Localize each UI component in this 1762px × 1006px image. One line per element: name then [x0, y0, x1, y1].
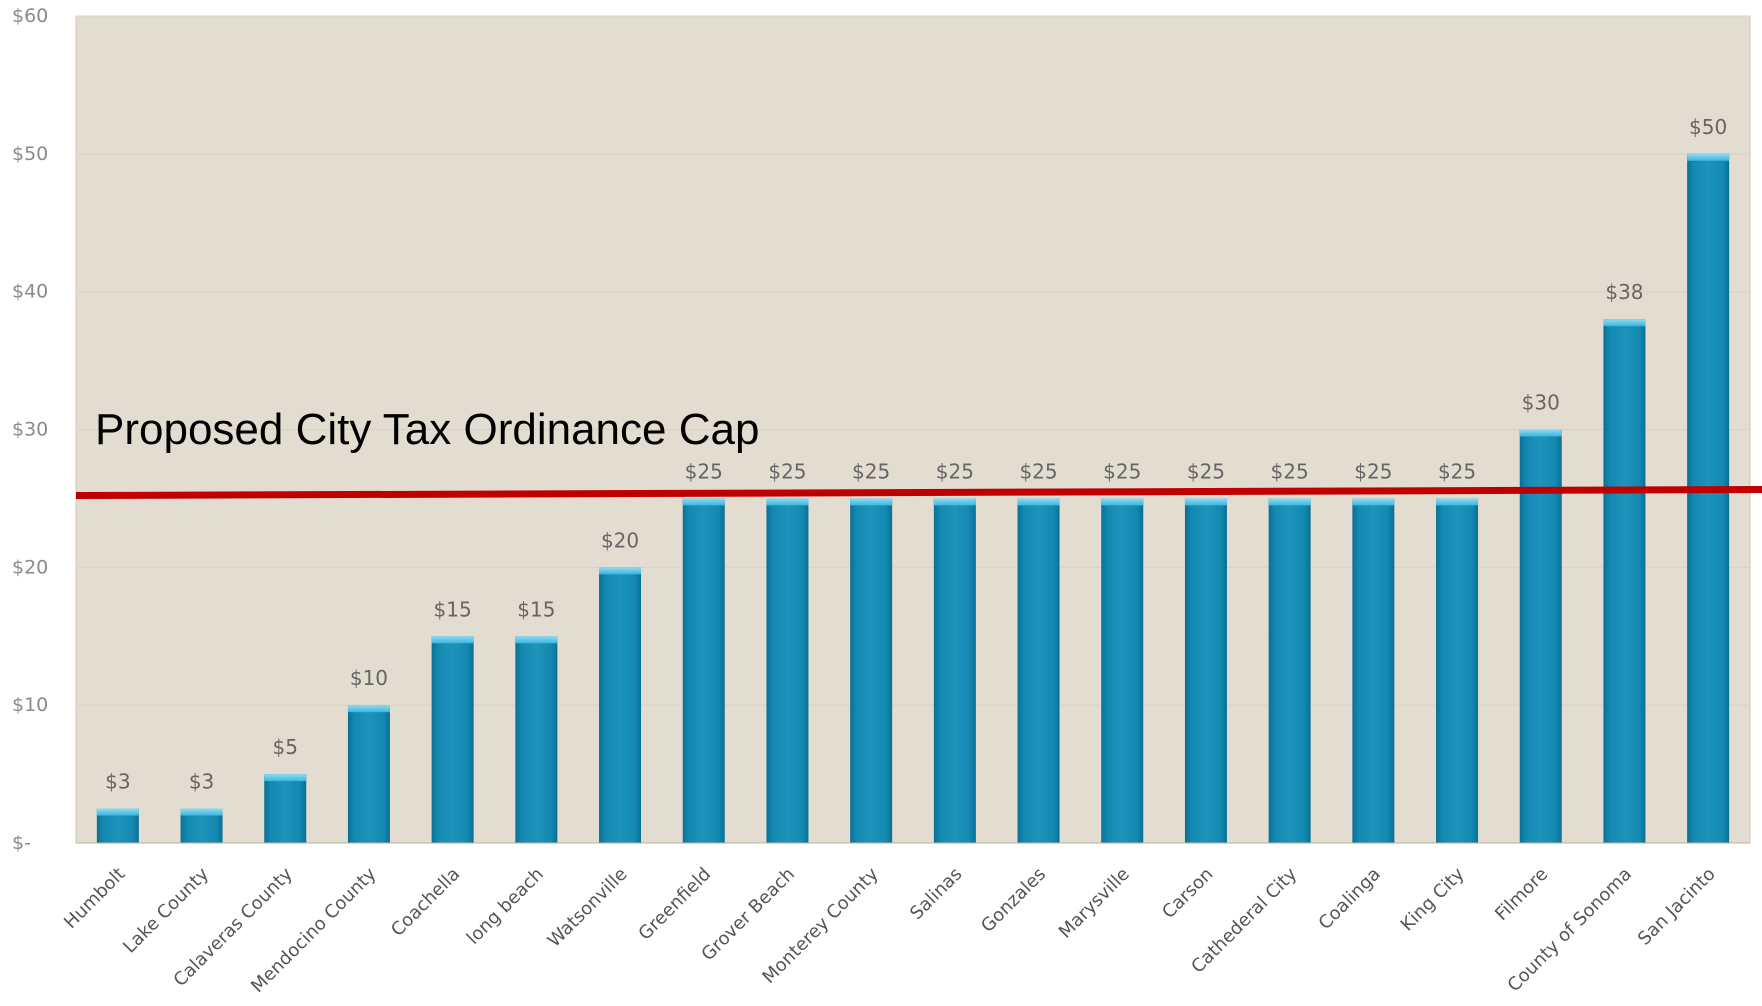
- bar-top: [1603, 319, 1646, 327]
- data-label: $5: [273, 735, 298, 759]
- data-labels: $3 $3 $5 $10 $15 $15 $20 $25 $25 $25 $25 $25 $25 $25 $…: [105, 115, 1727, 794]
- data-label: $25: [1271, 459, 1309, 483]
- bar-top: [1687, 153, 1730, 161]
- bar: [431, 636, 474, 843]
- bar: [933, 498, 976, 843]
- y-tick-label: $50: [12, 143, 48, 165]
- data-label: $38: [1605, 280, 1643, 304]
- bar: [1436, 498, 1479, 843]
- x-tick-label: Salinas: [906, 864, 966, 924]
- bar-top: [431, 636, 474, 644]
- data-label: $25: [1438, 459, 1476, 483]
- bar-top: [1184, 498, 1227, 506]
- data-label: $3: [105, 770, 130, 794]
- bar-top: [1101, 498, 1144, 506]
- bar: [850, 498, 893, 843]
- data-label: $25: [1019, 459, 1057, 483]
- bar: [1268, 498, 1311, 843]
- bar: [599, 567, 642, 843]
- data-label: $25: [852, 459, 890, 483]
- x-tick-label: San Jacinto: [1634, 864, 1720, 950]
- bar-top: [933, 498, 976, 506]
- bar: [515, 636, 558, 843]
- x-tick-label: long beach: [463, 864, 548, 949]
- bar: [1519, 429, 1562, 843]
- bar-top: [599, 567, 642, 575]
- bar: [264, 774, 307, 843]
- data-label: $30: [1522, 391, 1560, 415]
- bar-top: [1352, 498, 1395, 506]
- x-tick-label: Gonzales: [977, 864, 1050, 937]
- bar-top: [1436, 498, 1479, 506]
- bar-top: [766, 498, 809, 506]
- data-label: $10: [350, 666, 388, 690]
- y-tick-label: $-: [12, 832, 31, 854]
- bar: [1184, 498, 1227, 843]
- x-tick-label: Humbolt: [60, 864, 129, 933]
- x-tick-label: King City: [1397, 863, 1469, 935]
- data-label: $15: [434, 597, 472, 621]
- data-label: $50: [1689, 115, 1727, 139]
- y-tick-label: $40: [12, 281, 48, 303]
- reference-line: [75, 486, 1762, 500]
- x-tick-label: Greenfield: [634, 864, 715, 945]
- x-tick-label: Watsonville: [544, 864, 632, 952]
- bar: [1352, 498, 1395, 843]
- bar: [1687, 153, 1730, 844]
- x-tick-label: Marysville: [1055, 864, 1134, 943]
- x-tick-label: Filmore: [1491, 864, 1552, 925]
- bars: [96, 153, 1730, 844]
- bar-top: [682, 498, 725, 506]
- bar-top: [96, 808, 139, 816]
- bar-top: [1017, 498, 1060, 506]
- data-label: $15: [517, 597, 555, 621]
- bar: [1017, 498, 1060, 843]
- y-axis: $- $10 $20 $30 $40 $50 $60: [12, 5, 48, 854]
- data-label: $25: [1103, 459, 1141, 483]
- bar: [766, 498, 809, 843]
- data-label: $25: [768, 459, 806, 483]
- data-label: $3: [189, 770, 214, 794]
- y-tick-label: $30: [12, 419, 48, 441]
- bar-top: [515, 636, 558, 644]
- data-label: $25: [1354, 459, 1392, 483]
- bar-top: [347, 705, 390, 713]
- y-tick-label: $10: [12, 694, 48, 716]
- bar: [347, 705, 390, 843]
- x-tick-label: Coalinga: [1315, 864, 1385, 934]
- data-label: $20: [601, 528, 639, 552]
- bar: [1603, 319, 1646, 843]
- bar: [1101, 498, 1144, 843]
- data-label: $25: [685, 459, 723, 483]
- bar-top: [1268, 498, 1311, 506]
- data-label: $25: [1187, 459, 1225, 483]
- bar-top: [180, 808, 223, 816]
- reference-line-label: Proposed City Tax Ordinance Cap: [95, 405, 759, 454]
- y-tick-label: $20: [12, 556, 48, 578]
- bar-top: [264, 774, 307, 782]
- bar: [682, 498, 725, 843]
- x-tick-label: Coachella: [387, 864, 464, 941]
- x-tick-label: Lake County: [119, 863, 213, 957]
- data-label: $25: [936, 459, 974, 483]
- bar-top: [850, 498, 893, 506]
- x-tick-label: Carson: [1158, 864, 1217, 923]
- y-tick-label: $60: [12, 5, 48, 27]
- bar-top: [1519, 429, 1562, 437]
